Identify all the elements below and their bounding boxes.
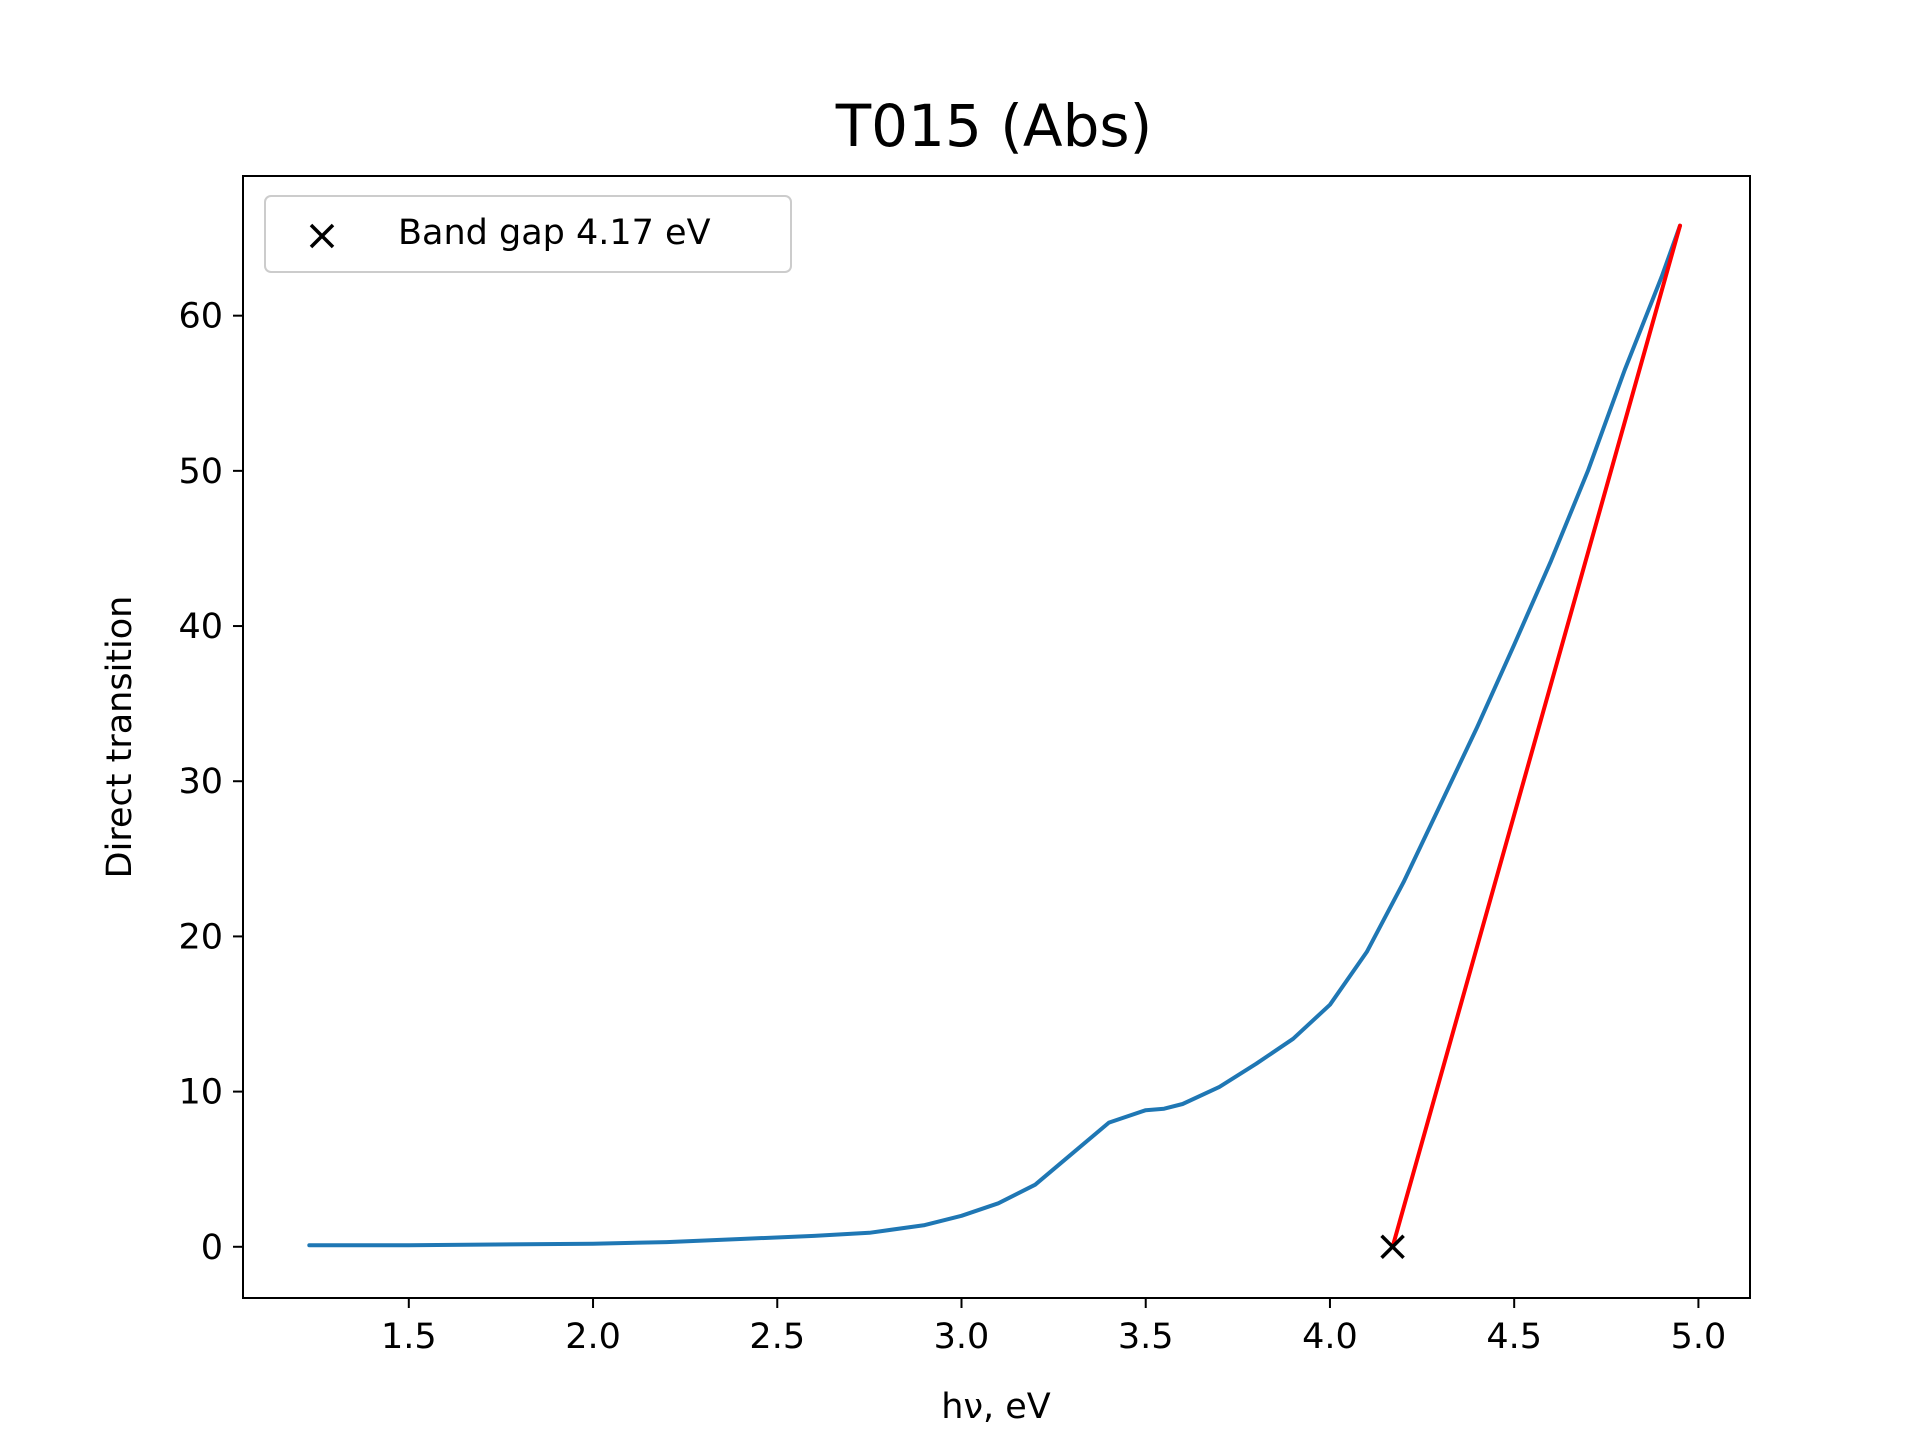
y-tick-label: 20 [178,917,223,957]
x-tick-label: 1.5 [381,1317,437,1357]
y-axis-label: Direct transition [100,596,140,879]
y-tick-label: 0 [201,1228,223,1268]
legend: Band gap 4.17 eV [265,196,791,272]
legend-label: Band gap 4.17 eV [398,213,711,253]
x-axis-label: hν, eV [941,1387,1051,1427]
x-tick-label: 3.5 [1118,1317,1174,1357]
x-tick-label: 2.0 [565,1317,621,1357]
x-tick-label: 2.5 [749,1317,805,1357]
y-tick-label: 60 [178,297,223,337]
y-tick-label: 40 [178,607,223,647]
x-tick-label: 3.0 [934,1317,990,1357]
x-tick-label: 4.5 [1486,1317,1542,1357]
y-tick-label: 30 [178,762,223,802]
y-tick-label: 50 [178,452,223,492]
chart-title: T015 (Abs) [835,92,1153,160]
x-tick-label: 5.0 [1671,1317,1727,1357]
y-tick-label: 10 [178,1073,223,1113]
x-tick-label: 4.0 [1302,1317,1358,1357]
